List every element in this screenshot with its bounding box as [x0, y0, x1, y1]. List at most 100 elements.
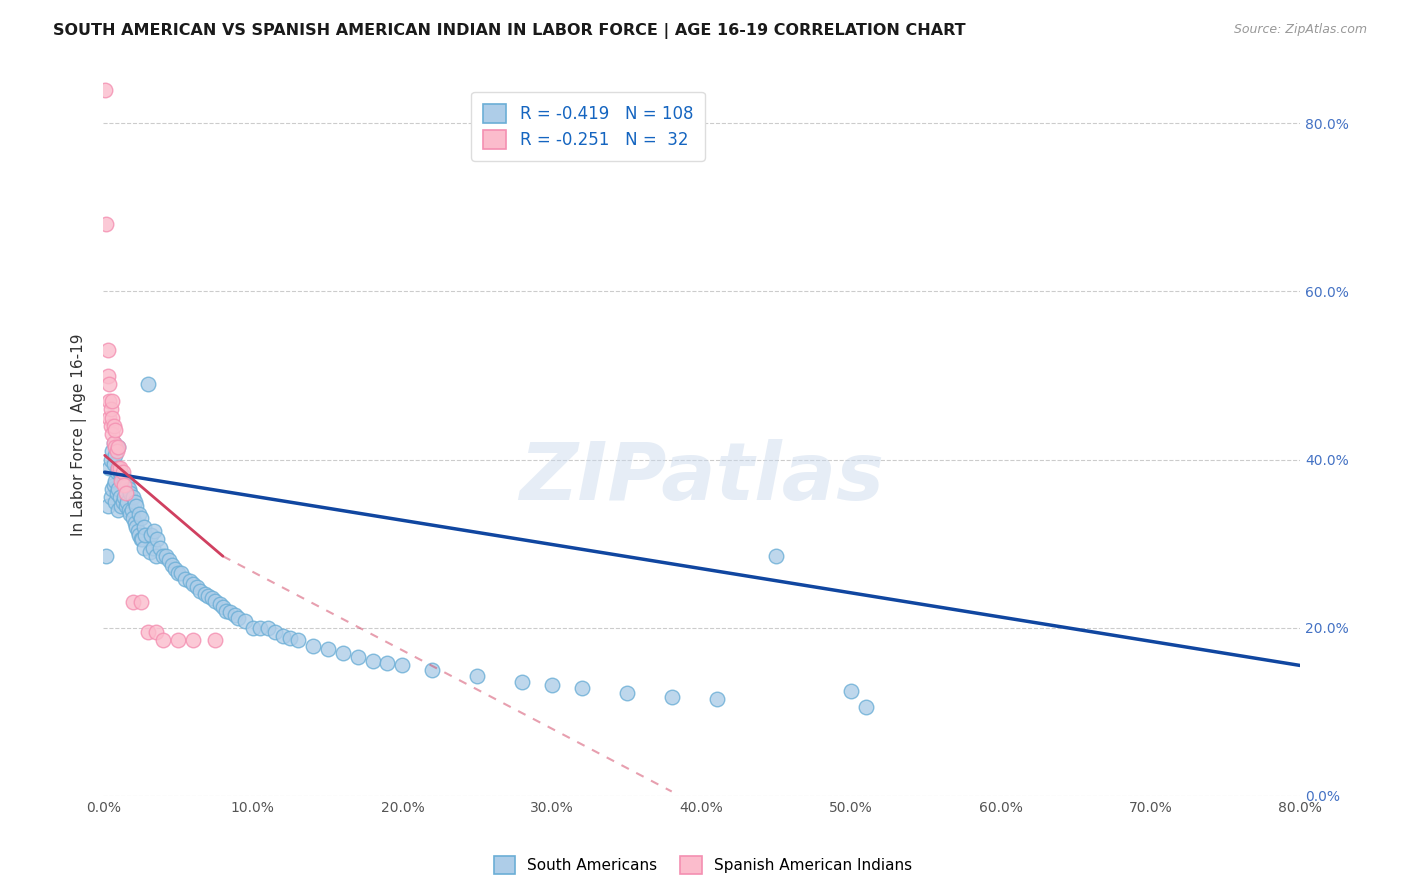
Point	[167, 566, 190, 580]
Point	[138, 545, 160, 559]
Point	[163, 562, 186, 576]
Point	[145, 624, 167, 639]
Point	[201, 591, 224, 606]
Point	[120, 507, 142, 521]
Point	[706, 692, 728, 706]
Point	[226, 610, 249, 624]
Point	[117, 503, 139, 517]
Point	[100, 491, 122, 505]
Point	[287, 633, 309, 648]
Point	[129, 511, 152, 525]
Legend: R = -0.419   N = 108, R = -0.251   N =  32: R = -0.419 N = 108, R = -0.251 N = 32	[471, 92, 704, 161]
Point	[301, 639, 323, 653]
Point	[661, 690, 683, 704]
Point	[101, 444, 124, 458]
Point	[146, 533, 169, 547]
Point	[110, 499, 132, 513]
Point	[93, 83, 115, 97]
Point	[204, 593, 226, 607]
Point	[103, 435, 125, 450]
Point	[110, 469, 132, 483]
Text: Source: ZipAtlas.com: Source: ZipAtlas.com	[1233, 23, 1367, 37]
Point	[122, 511, 145, 525]
Point	[114, 474, 136, 488]
Point	[616, 686, 638, 700]
Point	[181, 577, 204, 591]
Point	[104, 494, 127, 508]
Point	[170, 566, 193, 580]
Point	[104, 423, 127, 437]
Point	[103, 477, 125, 491]
Point	[278, 631, 301, 645]
Point	[108, 465, 131, 479]
Point	[108, 491, 131, 505]
Point	[107, 482, 129, 496]
Point	[105, 486, 128, 500]
Y-axis label: In Labor Force | Age 16-19: In Labor Force | Age 16-19	[72, 333, 87, 535]
Point	[242, 621, 264, 635]
Point	[128, 528, 150, 542]
Point	[101, 410, 124, 425]
Point	[152, 549, 174, 564]
Point	[98, 376, 121, 391]
Point	[179, 574, 201, 589]
Point	[114, 499, 136, 513]
Point	[256, 621, 278, 635]
Point	[194, 587, 217, 601]
Point	[107, 440, 129, 454]
Point	[115, 477, 138, 491]
Point	[107, 461, 129, 475]
Point	[104, 474, 127, 488]
Point	[125, 499, 148, 513]
Point	[114, 486, 136, 500]
Point	[215, 604, 238, 618]
Point	[174, 572, 197, 586]
Point	[120, 486, 142, 500]
Point	[124, 516, 146, 530]
Point	[422, 663, 444, 677]
Point	[190, 583, 212, 598]
Point	[115, 494, 138, 508]
Point	[765, 549, 787, 564]
Point	[103, 457, 125, 471]
Point	[149, 541, 172, 555]
Point	[249, 621, 271, 635]
Point	[155, 549, 177, 564]
Point	[112, 477, 135, 491]
Point	[129, 533, 152, 547]
Point	[98, 410, 121, 425]
Point	[219, 606, 242, 620]
Text: ZIPatlas: ZIPatlas	[519, 439, 884, 516]
Point	[855, 700, 877, 714]
Point	[181, 633, 204, 648]
Point	[97, 368, 120, 383]
Point	[157, 553, 180, 567]
Point	[142, 541, 165, 555]
Point	[391, 658, 413, 673]
Point	[98, 393, 121, 408]
Point	[103, 435, 125, 450]
Point	[112, 474, 135, 488]
Point	[100, 402, 122, 417]
Point	[101, 427, 124, 442]
Point	[111, 465, 134, 479]
Point	[167, 633, 190, 648]
Point	[346, 650, 368, 665]
Point	[264, 624, 287, 639]
Point	[332, 646, 354, 660]
Point	[127, 524, 149, 538]
Point	[316, 641, 339, 656]
Point	[101, 482, 124, 496]
Point	[105, 465, 128, 479]
Point	[212, 600, 235, 615]
Point	[224, 607, 246, 622]
Point	[510, 675, 533, 690]
Point	[129, 595, 152, 609]
Point	[108, 461, 131, 475]
Point	[117, 482, 139, 496]
Point	[104, 440, 127, 454]
Point	[97, 343, 120, 358]
Point	[377, 656, 399, 670]
Point	[125, 520, 148, 534]
Point	[101, 393, 124, 408]
